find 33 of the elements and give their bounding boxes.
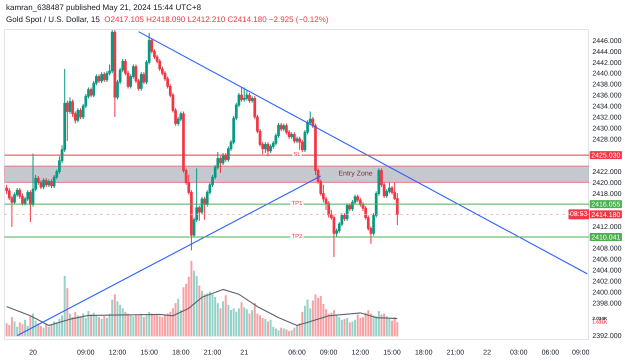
candlestick [222,152,224,166]
candlestick [26,190,30,202]
candlestick [203,196,206,220]
line-series [6,288,398,326]
candlestick [285,123,288,135]
candlestick [140,72,143,92]
candlestick [200,196,204,215]
text: kamran_638487 published May 21, 2024 15:44 UTC+8 [6,2,202,14]
candlestick [76,108,80,123]
candlestick [102,72,106,82]
candlestick [179,111,182,122]
candlestick [240,86,243,102]
chart-title: Gold Spot / U.S. Dollar, 15 [6,15,100,24]
candlestick [142,72,146,85]
candlestick [264,142,267,154]
candlestick [100,72,104,84]
candlestick [158,58,162,72]
candlestick [79,108,82,120]
candlestick [198,205,201,222]
candlestick [242,86,246,102]
candlestick [300,139,304,152]
candlestick [248,92,251,104]
chart-subtitle: O2417.105 H2418.090 L2412.210 C2414.180 −2.925 (−0.12%) [104,15,328,24]
candlestick [293,132,296,144]
candlestick [90,86,92,98]
candlestick [245,90,248,102]
candlestick [298,136,301,150]
candlestick [388,182,391,194]
candlestick [66,100,69,142]
candlestick [13,192,16,205]
candlestick [42,178,45,190]
candlestick [32,153,34,208]
candlestick [68,96,72,114]
